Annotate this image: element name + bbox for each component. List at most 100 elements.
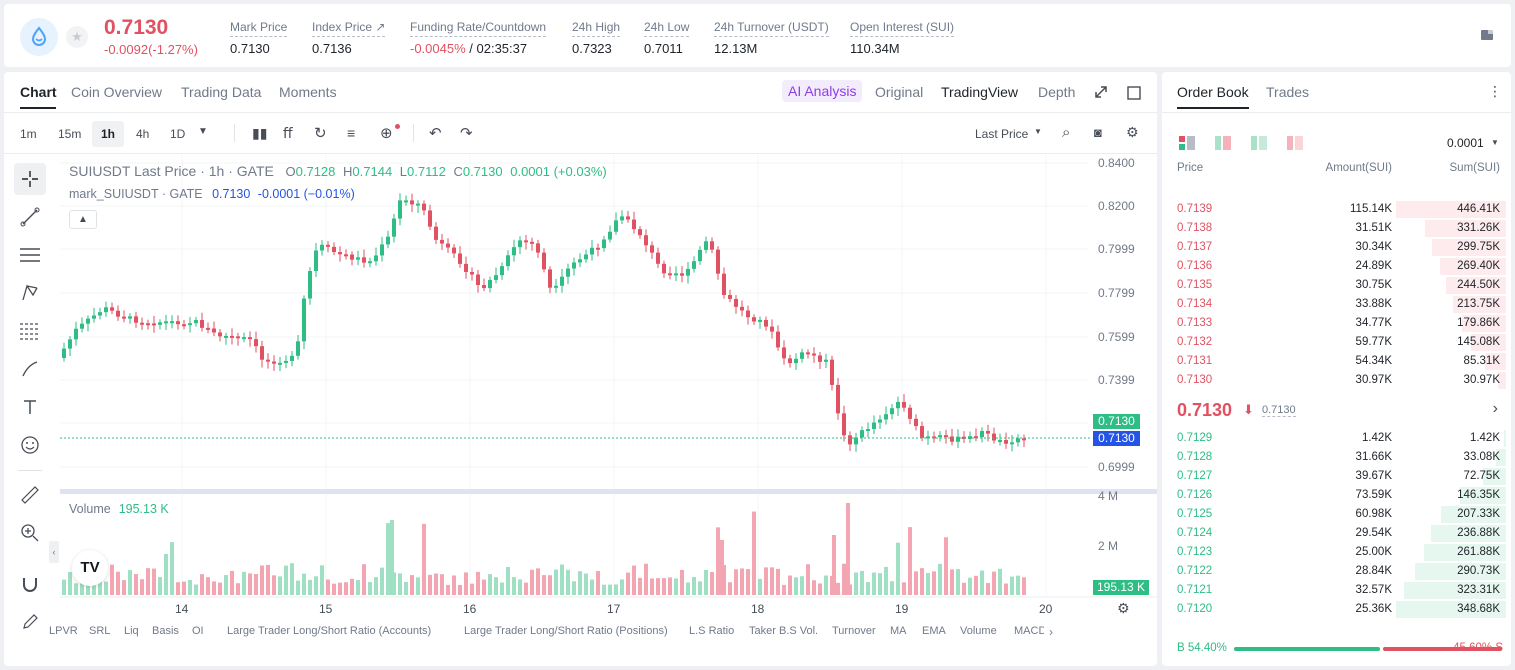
brush-icon[interactable] (14, 353, 46, 385)
notes-icon[interactable] (1480, 28, 1494, 42)
collapse-sidebar-icon[interactable]: ‹ (49, 541, 59, 563)
compare-icon[interactable]: ↻ (314, 125, 327, 142)
chevron-down-icon[interactable]: ▼ (1034, 127, 1042, 136)
trend-line-icon[interactable] (14, 201, 46, 233)
indicator-item[interactable]: OI (192, 625, 204, 637)
interval-1m[interactable]: 1m (20, 127, 37, 141)
view-depth[interactable]: Depth (1038, 84, 1076, 100)
indicator-item[interactable]: Taker B.S Vol. (749, 625, 819, 637)
tab-trading-data[interactable]: Trading Data (181, 84, 262, 100)
ask-row[interactable]: 0.7139 115.14K 446.41K (1164, 200, 1506, 219)
ask-row[interactable]: 0.7138 31.51K 331.26K (1164, 219, 1506, 238)
volume-bar (908, 527, 912, 595)
favorite-star-icon[interactable]: ★ (66, 26, 88, 48)
bid-row[interactable]: 0.7123 25.00K 261.88K (1164, 543, 1506, 562)
interval-1h[interactable]: 1h (92, 121, 125, 147)
magnet-icon[interactable] (14, 568, 46, 600)
crosshair-icon[interactable] (14, 163, 46, 195)
indicator-item[interactable]: Basis (152, 625, 179, 637)
text-tool-icon[interactable] (14, 391, 46, 423)
tradingview-logo[interactable]: TV (72, 550, 108, 586)
ask-row[interactable]: 0.7135 30.75K 244.50K (1164, 276, 1506, 295)
undo-icon[interactable]: ↶ (429, 125, 442, 142)
indicator-item[interactable]: Large Trader Long/Short Ratio (Accounts) (227, 625, 432, 637)
bid-row[interactable]: 0.7128 31.66K 33.08K (1164, 448, 1506, 467)
ask-row[interactable]: 0.7136 24.89K 269.40K (1164, 257, 1506, 276)
volume-bar (938, 563, 942, 595)
add-alert-icon[interactable]: ⊕ (380, 125, 393, 142)
bid-row[interactable]: 0.7126 73.59K 146.35K (1164, 486, 1506, 505)
collapse-legend-button[interactable]: ▲ (69, 210, 97, 229)
indicator-item[interactable]: Turnover (832, 625, 876, 637)
bid-row[interactable]: 0.7125 60.98K 207.33K (1164, 505, 1506, 524)
price-chart[interactable] (0, 0, 1160, 670)
precision-select[interactable]: 0.0001 (1447, 136, 1484, 150)
horizontal-lines-icon[interactable] (14, 239, 46, 271)
bids-only-icon[interactable] (1215, 136, 1231, 150)
pattern-icon[interactable] (14, 277, 46, 309)
settings-icon[interactable]: ⚙ (1117, 600, 1130, 616)
ask-row[interactable]: 0.7132 59.77K 145.08K (1164, 333, 1506, 352)
both-sides-icon[interactable] (1179, 136, 1195, 150)
interval-15m[interactable]: 15m (58, 127, 82, 141)
emoji-icon[interactable] (14, 429, 46, 461)
interval-1d[interactable]: 1D (170, 127, 186, 141)
candle (80, 323, 84, 329)
chevron-down-icon[interactable]: ▼ (1491, 138, 1499, 147)
candle-type-icon[interactable]: ▮▮ (252, 125, 268, 141)
ask-row[interactable]: 0.7134 33.88K 213.75K (1164, 295, 1506, 314)
bid-row[interactable]: 0.7129 1.42K 1.42K (1164, 429, 1506, 448)
ask-row[interactable]: 0.7131 54.34K 85.31K (1164, 352, 1506, 371)
view-tradingview[interactable]: TradingView (941, 84, 1019, 100)
pencil-icon[interactable] (14, 606, 46, 638)
bid-row[interactable]: 0.7127 39.67K 72.75K (1164, 467, 1506, 486)
stat-index-price[interactable]: Index Price ↗ 0.7136 (312, 18, 386, 56)
price-cell: 0.7131 (1177, 355, 1213, 367)
expand-icon[interactable] (1094, 85, 1108, 104)
indicator-item[interactable]: L.S Ratio (689, 625, 735, 637)
indicator-item[interactable]: LPVR (49, 625, 78, 637)
bid-row[interactable]: 0.7120 25.36K 348.68K (1164, 600, 1506, 619)
price-type-select[interactable]: Last Price (975, 127, 1029, 141)
gear-icon[interactable]: ⚙ (1126, 124, 1139, 140)
window-icon[interactable] (1127, 86, 1141, 105)
indicator-item[interactable]: SRL (89, 625, 111, 637)
ask-row[interactable]: 0.7133 34.77K 179.86K (1164, 314, 1506, 333)
templates-icon[interactable]: ≡ (347, 125, 356, 141)
tab-order-book[interactable]: Order Book (1177, 84, 1249, 100)
indicator-item[interactable]: Large Trader Long/Short Ratio (Positions… (464, 625, 668, 637)
ask-row[interactable]: 0.7130 30.97K 30.97K (1164, 371, 1506, 390)
bid-row[interactable]: 0.7124 29.54K 236.88K (1164, 524, 1506, 543)
indicator-item[interactable]: Liq (124, 625, 139, 637)
chevron-right-icon[interactable]: › (1049, 625, 1053, 639)
interval-dropdown-icon[interactable]: ▼ (198, 126, 208, 137)
tab-moments[interactable]: Moments (279, 84, 337, 100)
ruler-icon[interactable] (14, 479, 46, 511)
tab-coin-overview[interactable]: Coin Overview (71, 84, 163, 100)
indicator-item[interactable]: Volume (960, 625, 997, 637)
more-icon[interactable]: ⋮ (1488, 83, 1502, 99)
bid-row[interactable]: 0.7121 32.57K 323.31K (1164, 581, 1506, 600)
asks-bids-icon[interactable] (1251, 136, 1267, 150)
bid-row[interactable]: 0.7122 28.84K 290.73K (1164, 562, 1506, 581)
ai-analysis-button[interactable]: AI Analysis (782, 80, 863, 102)
tab-chart[interactable]: Chart (20, 84, 57, 100)
camera-icon[interactable]: ◙ (1094, 125, 1102, 140)
amount-cell: 30.34K (1355, 241, 1392, 253)
asks-only-icon[interactable] (1287, 136, 1303, 150)
fibonacci-icon[interactable] (14, 315, 46, 347)
mid-price-row[interactable]: 0.7130 ⬇ 0.7130 › (1164, 398, 1506, 424)
ask-row[interactable]: 0.7137 30.34K 299.75K (1164, 238, 1506, 257)
indicator-item[interactable]: MA (890, 625, 907, 637)
candle (380, 244, 384, 256)
indicators-icon[interactable]: ﬀ (283, 125, 293, 141)
tab-trades[interactable]: Trades (1266, 84, 1310, 100)
view-original[interactable]: Original (875, 84, 924, 100)
interval-4h[interactable]: 4h (136, 127, 150, 141)
indicator-item[interactable]: EMA (922, 625, 946, 637)
indicator-item[interactable]: MACD (1014, 625, 1044, 637)
zoom-in-icon[interactable] (14, 517, 46, 549)
volume-bar (152, 568, 156, 595)
redo-icon[interactable]: ↷ (460, 125, 473, 142)
search-icon[interactable]: ⌕ (1062, 124, 1071, 141)
